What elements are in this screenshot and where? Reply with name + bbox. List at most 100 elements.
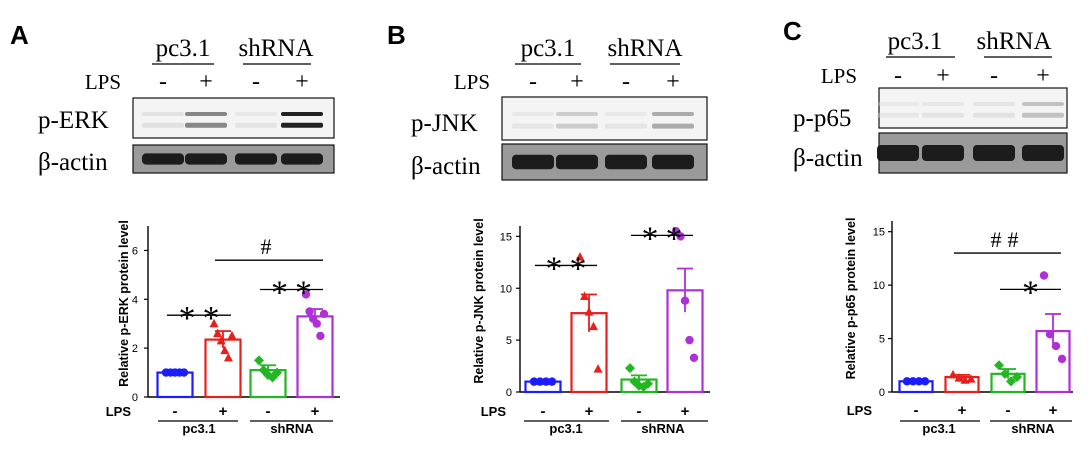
blot-lps-sign: - [529,69,537,95]
data-point [584,307,594,316]
blot-band [652,112,694,117]
data-point [954,373,964,382]
significance-stars: * * [179,300,220,337]
data-point [1000,368,1010,379]
blot-group-label: shRNA [976,28,1051,55]
blot-band [652,154,694,170]
blot-group-label: shRNA [607,35,682,62]
x-lps-sign: - [914,402,919,419]
blot-row-label: p-JNK [411,110,478,137]
blot-lps-label: LPS [454,70,490,94]
data-point [966,374,976,383]
significance-star: * [570,250,587,287]
blot-lps-sign: - [990,63,998,89]
data-point [948,369,958,379]
data-point [589,321,598,331]
blot-band [556,154,598,170]
blot-band [235,122,277,128]
x-lps-sign: - [637,403,642,420]
y-axis-label: Relative p-p65 protein level [844,218,858,380]
blot-band [512,112,554,117]
blot-row-label: p-ERK [38,107,109,134]
blot-group-label: shRNA [238,35,313,62]
blot-lps-sign: - [252,69,260,95]
significance-stars: * * [642,220,683,257]
panel-letter: C [783,16,802,46]
x-lps-sign: + [311,403,320,420]
data-point [529,377,539,386]
blot-band [877,102,919,106]
data-point [575,252,585,261]
y-tick-label: 15 [873,227,885,239]
data-point [179,368,189,377]
data-point [223,352,233,362]
bar-chart: 0 5 10 15 Relative p-p65 protein level LPS - + -… [844,218,1073,436]
data-point [272,367,282,378]
blot-lps-label: LPS [821,64,857,88]
data-point [643,378,653,389]
data-point [1057,354,1067,364]
blot-row-label: p-p65 [793,105,851,132]
x-lps-sign: + [219,403,228,420]
blot-row-label: β-actin [793,145,863,172]
blot-band [877,145,919,161]
data-point [914,377,924,386]
y-axis-label: Relative p-JNK protein level [472,218,486,383]
blot-band [556,112,598,117]
blot-band [922,112,964,118]
blot-row-label: β-actin [411,153,481,180]
significance-hash: # [261,234,278,259]
blot-band [605,112,647,117]
data-point [593,364,603,373]
data-point [920,377,930,386]
x-lps-sign: - [266,403,271,420]
significance-stars: * * [271,275,312,312]
y-tick-label: 10 [500,283,512,295]
blot-row-label: β-actin [38,149,108,176]
x-lps-sign: - [541,403,546,420]
y-tick-label: 5 [879,334,885,346]
y-tick-label: 4 [132,294,138,306]
x-lps-label: LPS [847,403,873,418]
blot-band [185,153,227,165]
data-point [254,355,264,366]
data-point [1006,376,1016,387]
data-point [580,291,589,301]
data-point [1012,372,1022,383]
blot-band [281,153,323,165]
x-lps-sign: - [1006,402,1011,419]
blot-band [973,112,1015,118]
blot-lps-sign: + [666,69,680,95]
x-group-label: pc3.1 [182,421,215,436]
blot-band [142,122,184,128]
blot-band [142,112,184,116]
x-lps-sign: - [173,403,178,420]
data-point [994,360,1004,371]
blot-band [281,122,323,128]
y-tick-label: 0 [506,387,512,399]
significance-stars: * * [546,250,587,287]
blot-lps-label: LPS [85,70,121,94]
target-blot-strip [501,96,708,141]
blot-band [605,123,647,129]
y-tick-label: 6 [132,245,138,257]
data-point [535,377,545,386]
data-point [685,335,694,345]
data-point [213,328,223,337]
x-lps-label: LPS [106,404,132,419]
data-point [1039,271,1049,280]
y-tick-label: 0 [879,387,885,399]
blot-lps-sign: - [622,69,630,95]
x-group-label: shRNA [1011,421,1055,436]
blot-band [556,123,598,129]
target-blot-strip [132,97,335,139]
blot-lps-sign: + [295,69,309,95]
data-point [305,307,314,316]
data-point [625,363,635,374]
x-group-label: pc3.1 [549,421,582,436]
y-tick-label: 2 [132,343,138,355]
blot-group-label: pc3.1 [156,35,211,62]
panel-letter: A [10,20,29,50]
data-point [676,232,685,241]
